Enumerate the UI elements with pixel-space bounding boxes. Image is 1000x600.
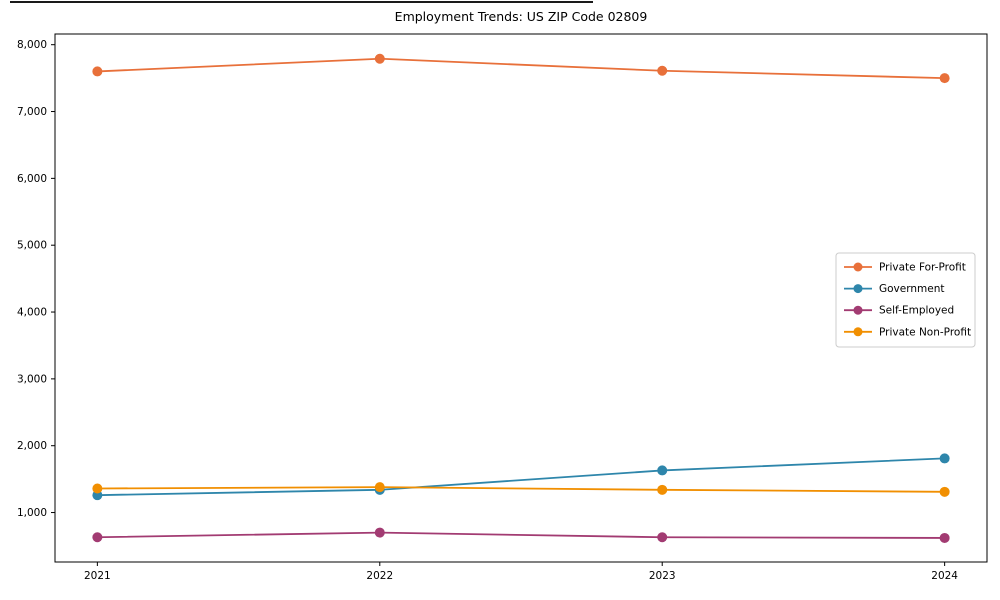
legend-label: Government: [879, 283, 944, 295]
legend-item-self-employed: Self-Employed: [844, 305, 954, 317]
data-point-private-for-profit: [92, 66, 103, 77]
y-axis-tick-label: 3,000: [17, 373, 47, 385]
legend-item-private-for-profit: Private For-Profit: [844, 262, 966, 274]
legend-marker-dot: [853, 327, 863, 337]
data-point-private-non-profit: [374, 482, 385, 493]
data-point-private-non-profit: [657, 484, 668, 495]
y-axis-tick-label: 8,000: [17, 39, 47, 51]
data-point-government: [657, 465, 668, 476]
legend-label: Private For-Profit: [879, 262, 966, 274]
legend-marker-dot: [853, 305, 863, 315]
series-line-self-employed: [97, 531, 945, 539]
data-point-government: [939, 453, 950, 464]
legend-marker-dot: [853, 284, 863, 294]
legend-label: Self-Employed: [879, 305, 954, 317]
legend: Private For-Profit Government Self-Employe…: [835, 252, 976, 348]
legend-item-private-non-profit: Private Non-Profit: [844, 326, 971, 338]
chart-title: Employment Trends: US ZIP Code 02809: [395, 9, 648, 24]
x-axis-tick-label: 2024: [931, 570, 958, 582]
data-point-private-for-profit: [939, 73, 950, 84]
data-point-self-employed: [657, 532, 668, 543]
series-line-private-for-profit: [97, 57, 945, 80]
y-axis-tick-label: 4,000: [17, 307, 47, 319]
y-axis-tick-label: 6,000: [17, 173, 47, 185]
legend-label: Private Non-Profit: [879, 326, 971, 338]
axes-spines: [54, 33, 988, 563]
data-point-self-employed: [374, 527, 385, 538]
data-point-private-non-profit: [92, 483, 103, 494]
data-point-private-non-profit: [939, 486, 950, 497]
legend-marker-dot: [853, 262, 863, 272]
y-axis-tick-label: 1,000: [17, 507, 47, 519]
legend-item-government: Government: [844, 283, 944, 295]
x-axis-tick-label: 2021: [84, 570, 111, 582]
data-point-private-for-profit: [374, 53, 385, 64]
series-line-government: [97, 457, 945, 497]
x-axis-tick-label: 2022: [366, 570, 393, 582]
x-axis-tick-label: 2023: [649, 570, 676, 582]
data-point-self-employed: [939, 532, 950, 543]
data-point-private-for-profit: [657, 65, 668, 76]
legend-box: [835, 252, 976, 348]
stray-top-border-line: [10, 1, 593, 3]
series-line-private-non-profit: [97, 486, 945, 493]
y-axis-tick-label: 5,000: [17, 240, 47, 252]
data-point-self-employed: [92, 532, 103, 543]
y-axis-tick-label: 2,000: [17, 440, 47, 452]
y-axis-tick-label: 7,000: [17, 106, 47, 118]
plot-area: 1,000 2,000 3,000 4,000 5,000 6,000 7,000 8,000…: [17, 33, 988, 582]
